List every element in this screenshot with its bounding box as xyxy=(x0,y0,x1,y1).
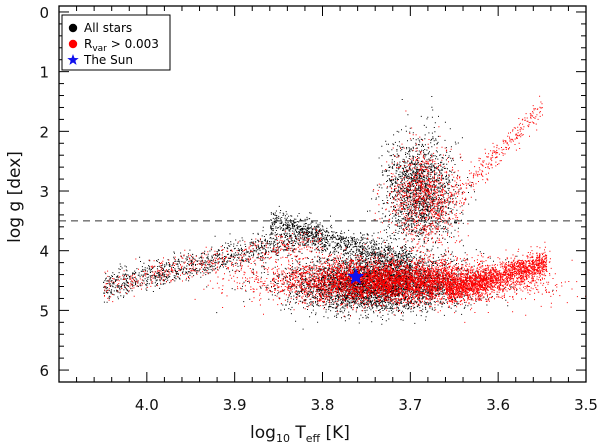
series-points-0 xyxy=(103,96,554,330)
axis-ticks xyxy=(58,6,587,383)
series-all-stars xyxy=(103,96,554,330)
x-tick-labels: 4.0 3.9 3.8 3.7 3.6 3.5 xyxy=(135,396,598,414)
legend-label-rvar-sub: var xyxy=(92,44,107,54)
y-axis-title: log g [dex] xyxy=(5,151,25,243)
x-axis-title: log10 Teff [K] xyxy=(250,423,350,442)
x-axis-title-sub2: eff xyxy=(306,432,321,442)
legend-label-rvar-main: R xyxy=(84,37,92,51)
legend-marker-rvar xyxy=(68,39,78,49)
y-tick-label: 3 xyxy=(39,183,49,201)
legend-label-sun: The Sun xyxy=(83,53,133,67)
y-tick-label: 4 xyxy=(39,243,49,261)
legend-label-all-stars: All stars xyxy=(84,21,132,35)
y-tick-label: 6 xyxy=(39,362,49,380)
legend-label-rvar: Rvar > 0.003 xyxy=(84,37,159,54)
y-tick-label: 1 xyxy=(39,64,49,82)
x-axis-title-unit: [K] xyxy=(320,423,350,442)
y-tick-labels: 0 1 2 3 4 5 6 xyxy=(39,4,49,380)
series-rvar xyxy=(104,95,586,323)
y-tick-label: 5 xyxy=(39,302,49,320)
x-tick-label: 3.5 xyxy=(574,396,598,414)
y-tick-label: 2 xyxy=(39,123,49,141)
x-tick-label: 3.9 xyxy=(223,396,247,414)
x-tick-label: 3.6 xyxy=(486,396,510,414)
scatter-points xyxy=(103,95,586,330)
series-points-1 xyxy=(104,95,586,323)
legend-marker-all-stars xyxy=(68,23,78,33)
sun-star-marker xyxy=(347,267,365,285)
x-axis-title-sub: 10 xyxy=(276,432,290,442)
legend-box xyxy=(61,14,171,71)
legend: All stars Rvar > 0.003 The Sun xyxy=(61,14,171,71)
legend-marker-sun-star-icon xyxy=(67,54,79,65)
x-tick-label: 3.8 xyxy=(311,396,335,414)
y-tick-label: 0 xyxy=(39,4,49,22)
x-tick-label: 4.0 xyxy=(135,396,159,414)
x-tick-label: 3.7 xyxy=(398,396,422,414)
x-axis-title-main: log xyxy=(250,423,276,442)
legend-label-rvar-rest: > 0.003 xyxy=(107,37,159,51)
x-axis-title-rest: T xyxy=(290,423,306,442)
